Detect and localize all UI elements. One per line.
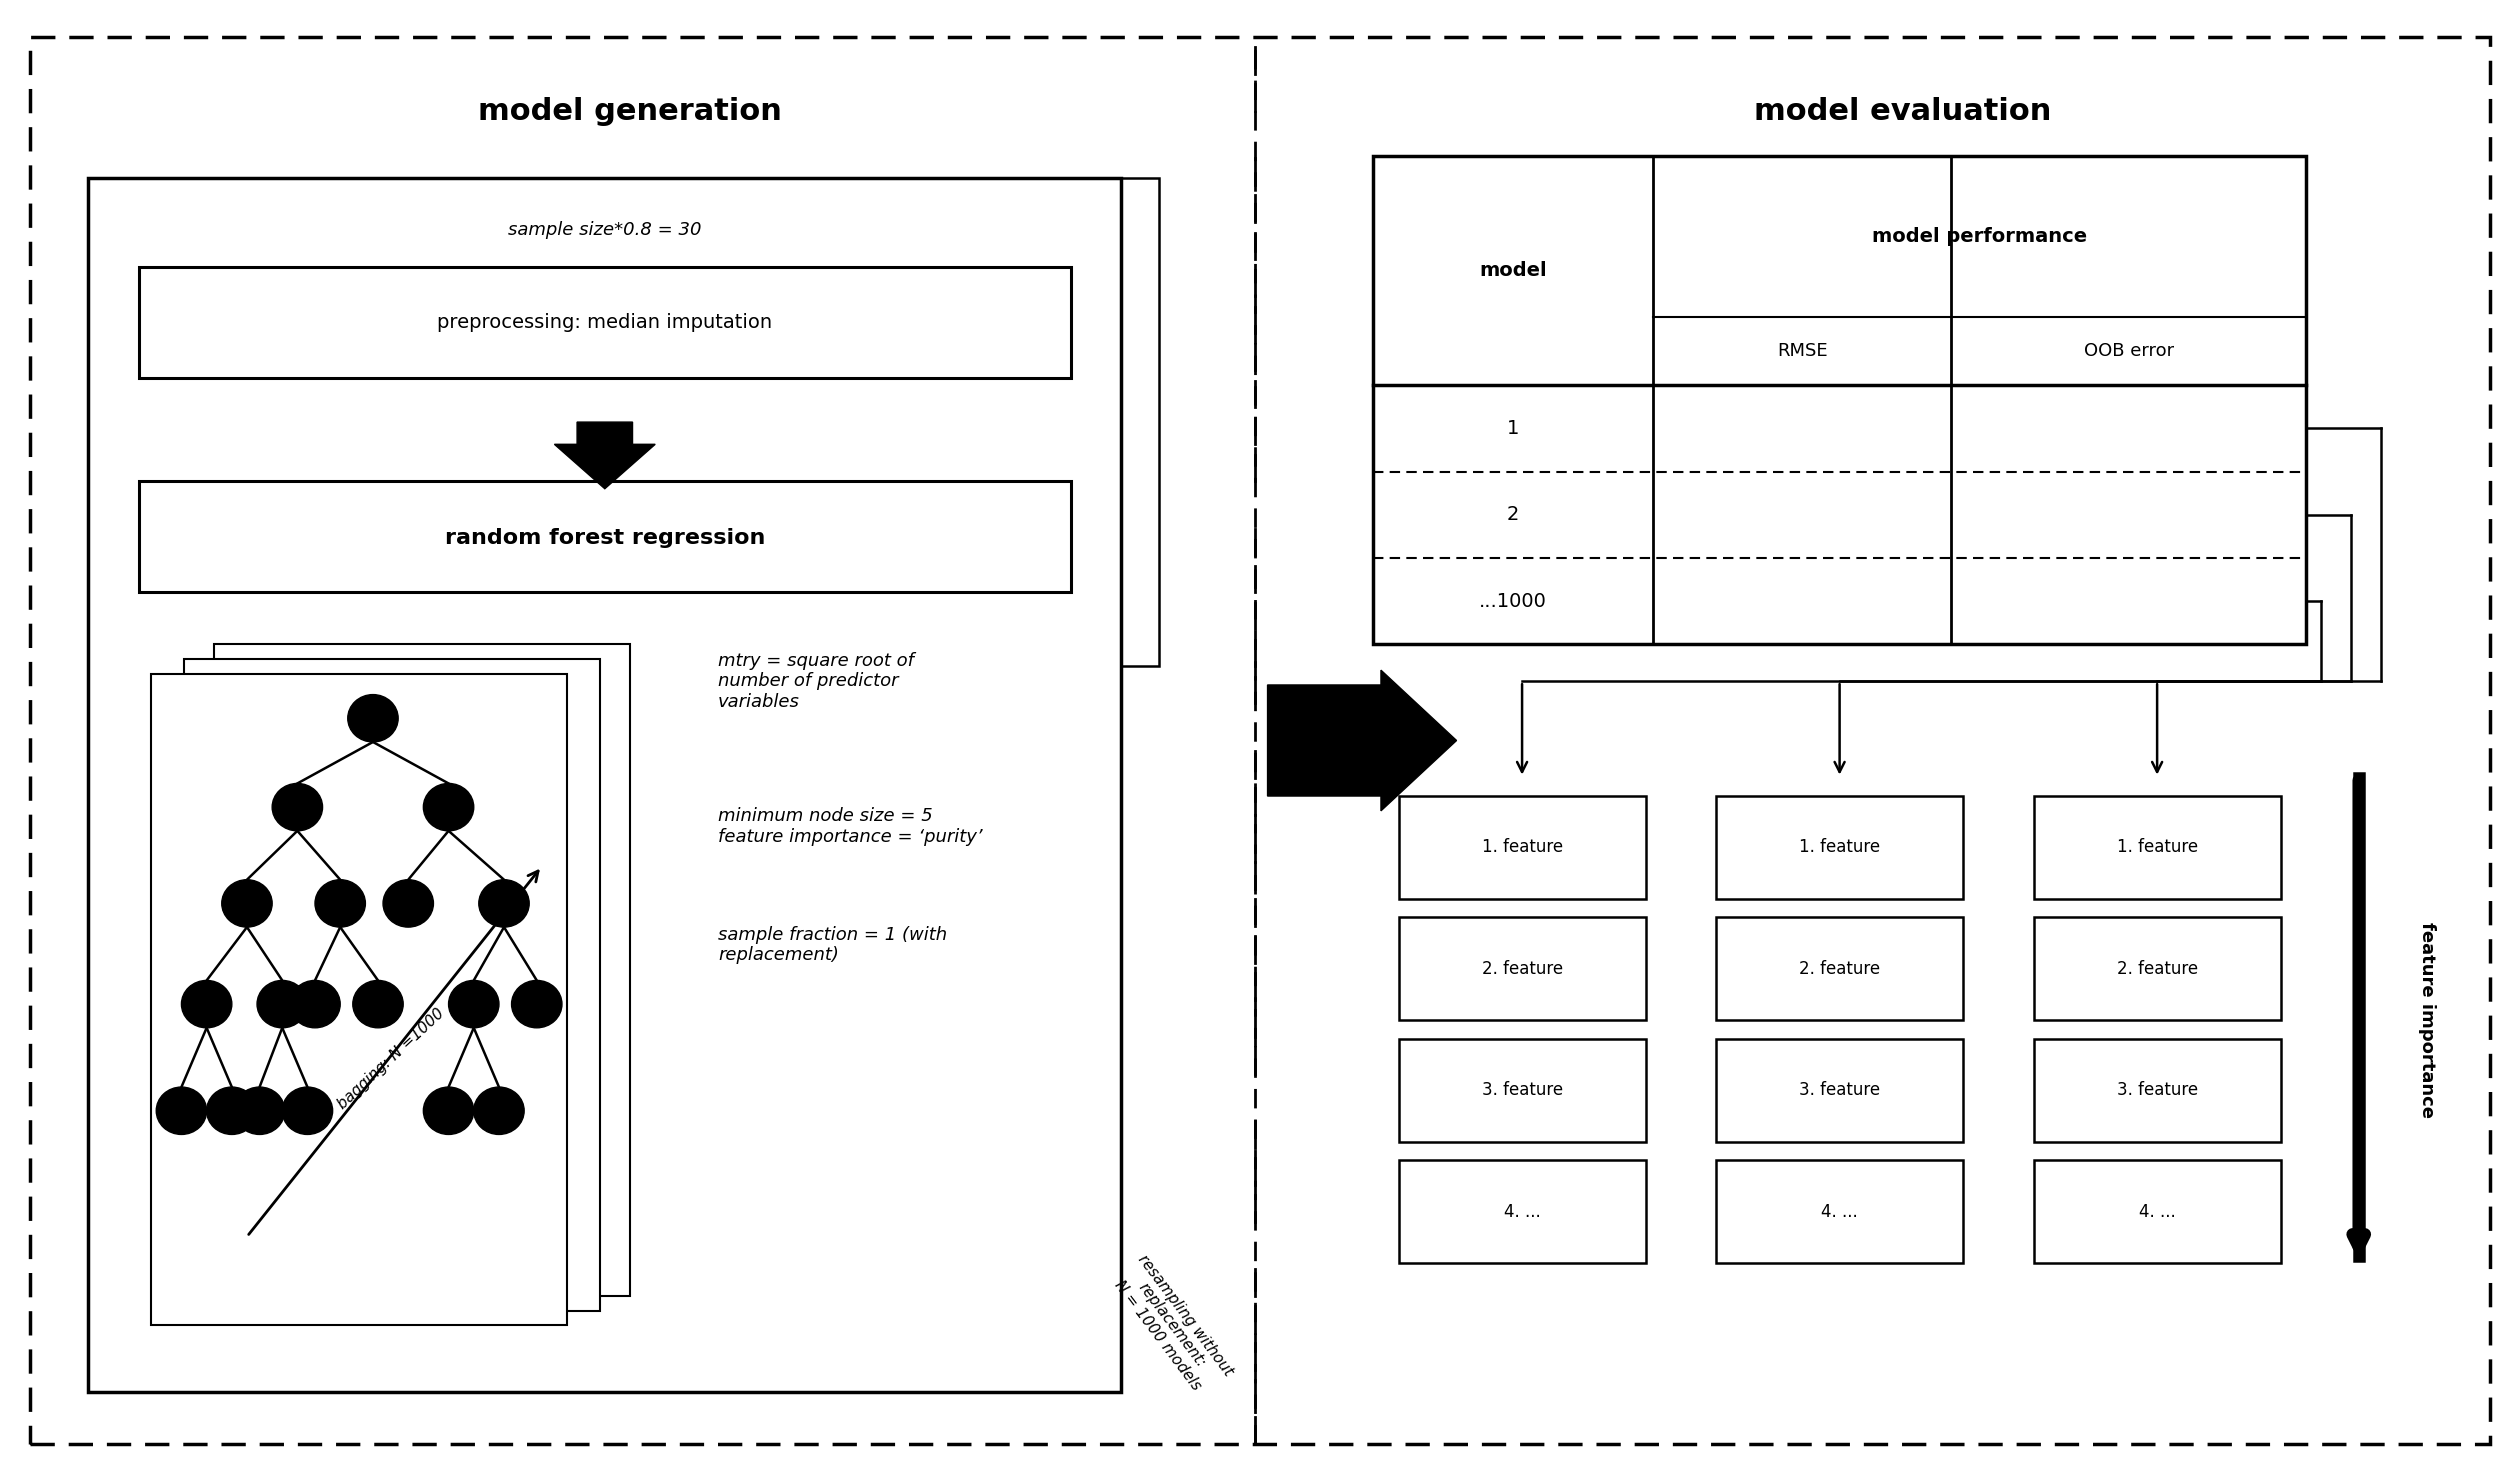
FancyBboxPatch shape xyxy=(1716,1160,1963,1263)
FancyBboxPatch shape xyxy=(1716,917,1963,1020)
Text: 4. ...: 4. ... xyxy=(1504,1203,1540,1220)
Ellipse shape xyxy=(449,980,499,1028)
Text: 3. feature: 3. feature xyxy=(1799,1081,1880,1099)
FancyBboxPatch shape xyxy=(139,267,1071,378)
FancyBboxPatch shape xyxy=(214,644,630,1296)
Ellipse shape xyxy=(315,880,365,927)
Text: bagging: N =1000: bagging: N =1000 xyxy=(335,1006,446,1112)
Text: model evaluation: model evaluation xyxy=(1754,96,2051,126)
Ellipse shape xyxy=(290,980,340,1028)
FancyBboxPatch shape xyxy=(2034,1160,2281,1263)
Ellipse shape xyxy=(207,1087,257,1134)
FancyBboxPatch shape xyxy=(2034,917,2281,1020)
FancyBboxPatch shape xyxy=(151,674,567,1325)
Ellipse shape xyxy=(272,783,323,831)
Ellipse shape xyxy=(353,980,403,1028)
FancyBboxPatch shape xyxy=(30,37,2490,1444)
Text: 4. ...: 4. ... xyxy=(2139,1203,2175,1220)
FancyBboxPatch shape xyxy=(126,178,1084,755)
Text: model: model xyxy=(1479,261,1547,280)
Text: minimum node size = 5
feature importance = ‘purity’: minimum node size = 5 feature importance… xyxy=(718,807,983,846)
Text: 1. feature: 1. feature xyxy=(2117,838,2197,856)
Ellipse shape xyxy=(222,880,272,927)
FancyBboxPatch shape xyxy=(1373,156,2306,644)
FancyBboxPatch shape xyxy=(1399,1160,1646,1263)
Text: sample fraction = 1 (with
replacement): sample fraction = 1 (with replacement) xyxy=(718,926,948,964)
FancyBboxPatch shape xyxy=(2034,795,2281,899)
Ellipse shape xyxy=(423,783,474,831)
Text: ...1000: ...1000 xyxy=(1479,591,1547,610)
FancyBboxPatch shape xyxy=(184,659,600,1311)
Ellipse shape xyxy=(479,880,529,927)
FancyBboxPatch shape xyxy=(1399,917,1646,1020)
FancyBboxPatch shape xyxy=(1716,795,1963,899)
Ellipse shape xyxy=(474,1087,524,1134)
Text: 3. feature: 3. feature xyxy=(1482,1081,1562,1099)
FancyBboxPatch shape xyxy=(139,481,1071,592)
Text: 1. feature: 1. feature xyxy=(1799,838,1880,856)
FancyBboxPatch shape xyxy=(164,178,1121,711)
FancyBboxPatch shape xyxy=(88,178,1121,1392)
FancyArrow shape xyxy=(1268,669,1457,810)
Ellipse shape xyxy=(348,695,398,742)
FancyBboxPatch shape xyxy=(1399,795,1646,899)
Text: RMSE: RMSE xyxy=(1777,342,1827,360)
FancyArrow shape xyxy=(554,422,655,489)
Ellipse shape xyxy=(282,1087,333,1134)
Text: 1: 1 xyxy=(1507,419,1520,438)
Text: 1. feature: 1. feature xyxy=(1482,838,1562,856)
Text: model performance: model performance xyxy=(1872,227,2087,246)
Text: 3. feature: 3. feature xyxy=(2117,1081,2197,1099)
FancyBboxPatch shape xyxy=(1399,1038,1646,1142)
Ellipse shape xyxy=(156,1087,207,1134)
Ellipse shape xyxy=(383,880,433,927)
Text: OOB error: OOB error xyxy=(2084,342,2175,360)
FancyBboxPatch shape xyxy=(1716,1038,1963,1142)
Text: feature importance: feature importance xyxy=(2417,923,2437,1118)
Text: 2. feature: 2. feature xyxy=(1482,960,1562,977)
Text: 2: 2 xyxy=(1507,505,1520,524)
Text: 2. feature: 2. feature xyxy=(1799,960,1880,977)
Ellipse shape xyxy=(257,980,307,1028)
Text: 2. feature: 2. feature xyxy=(2117,960,2197,977)
FancyBboxPatch shape xyxy=(202,178,1159,666)
Text: resampling without
replacement:
N = 1000 models: resampling without replacement: N = 1000… xyxy=(1106,1251,1237,1400)
Text: sample size*0.8 = 30: sample size*0.8 = 30 xyxy=(509,221,701,238)
Text: model generation: model generation xyxy=(479,96,781,126)
Ellipse shape xyxy=(512,980,562,1028)
Text: 4. ...: 4. ... xyxy=(1822,1203,1857,1220)
Text: mtry = square root of
number of predictor
variables: mtry = square root of number of predicto… xyxy=(718,652,915,711)
Text: preprocessing: median imputation: preprocessing: median imputation xyxy=(438,314,771,332)
Ellipse shape xyxy=(181,980,232,1028)
FancyBboxPatch shape xyxy=(2034,1038,2281,1142)
Ellipse shape xyxy=(423,1087,474,1134)
Ellipse shape xyxy=(234,1087,285,1134)
Text: random forest regression: random forest regression xyxy=(444,527,766,548)
